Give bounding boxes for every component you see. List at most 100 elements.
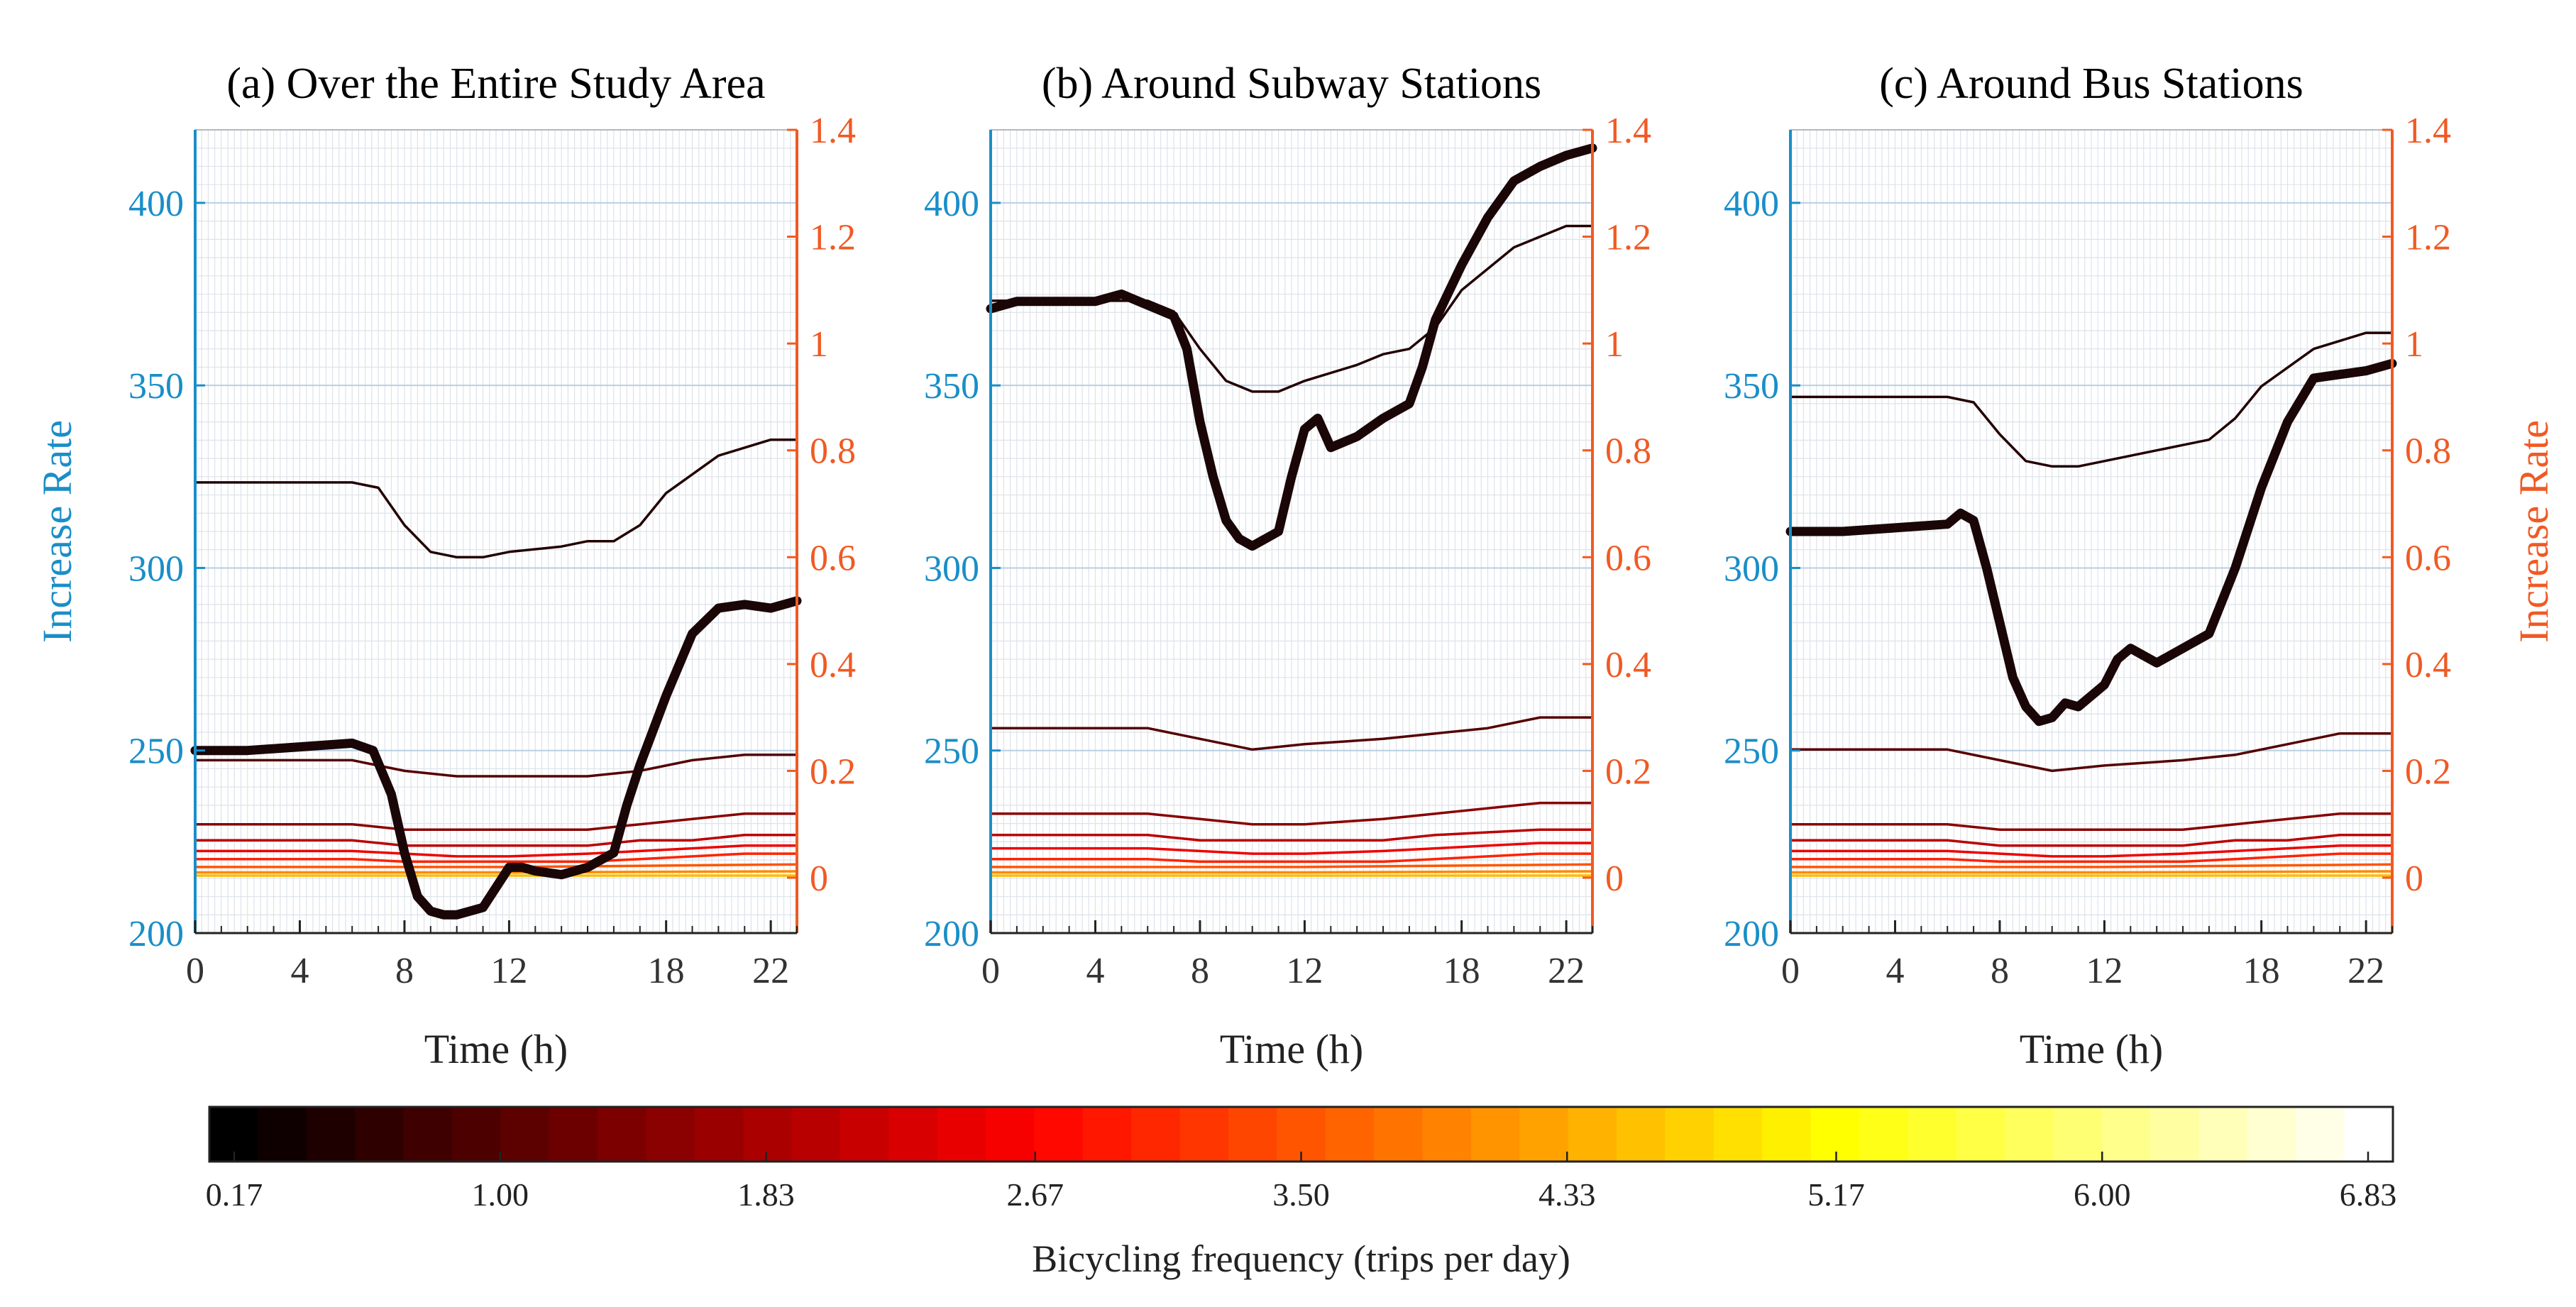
right-tick-label: 1.2 xyxy=(1605,218,1651,258)
colorbar-swatch xyxy=(1374,1107,1424,1162)
left-tick-label: 200 xyxy=(1724,914,1779,954)
right-tick-label: 0 xyxy=(1605,859,1624,899)
left-tick-label: 300 xyxy=(1724,548,1779,589)
panel-title: (c) Around Bus Stations xyxy=(1879,60,2303,108)
x-tick-label: 4 xyxy=(1086,951,1104,991)
series-line-frequency-band xyxy=(989,842,1594,855)
right-tick-label: 0.6 xyxy=(1605,538,1651,578)
series-line-frequency-band xyxy=(1789,331,2394,468)
right-tick-label: 0.4 xyxy=(1605,645,1651,685)
series-line-frequency-band xyxy=(1789,732,2394,773)
left-tick-label: 250 xyxy=(924,732,979,772)
series-line-frequency-band xyxy=(194,834,798,847)
x-axis-label: Time (h) xyxy=(1220,1026,1364,1072)
colorbar-tick-label: 6.83 xyxy=(2340,1176,2397,1213)
x-tick-label: 8 xyxy=(395,951,414,991)
colorbar-swatch xyxy=(1859,1107,1909,1162)
colorbar-swatch xyxy=(2296,1107,2345,1162)
colorbar-tick-label: 0.17 xyxy=(206,1176,263,1213)
colorbar-tick-label: 2.67 xyxy=(1007,1176,1064,1213)
colorbar-swatch xyxy=(549,1107,598,1162)
right-tick-label: 0.8 xyxy=(1605,431,1651,472)
x-tick-label: 22 xyxy=(752,951,789,991)
colorbar-swatch xyxy=(2053,1107,2103,1162)
x-tick-label: 8 xyxy=(1991,951,2009,991)
colorbar-swatch xyxy=(2198,1107,2248,1162)
left-tick-label: 250 xyxy=(128,732,184,772)
right-tick-label: 0.6 xyxy=(2405,538,2451,578)
x-tick-label: 0 xyxy=(186,951,204,991)
colorbar-tick-label: 6.00 xyxy=(2074,1176,2131,1213)
series-line-increase-rate xyxy=(190,596,802,920)
colorbar-swatch xyxy=(500,1107,550,1162)
x-tick-label: 4 xyxy=(290,951,309,991)
colorbar-swatch xyxy=(1034,1107,1084,1162)
right-tick-label: 1 xyxy=(810,324,828,365)
series-line-frequency-band xyxy=(989,863,1594,868)
colorbar-swatch xyxy=(1228,1107,1278,1162)
colorbar-swatch xyxy=(451,1107,502,1162)
colorbar-swatch xyxy=(1616,1107,1666,1162)
series-line-frequency-band xyxy=(989,852,1594,864)
colorbar-swatch xyxy=(306,1107,356,1162)
right-tick-label: 0.2 xyxy=(1605,751,1651,792)
x-tick-label: 8 xyxy=(1191,951,1209,991)
colorbar-label: Bicycling frequency (trips per day) xyxy=(1032,1237,1570,1280)
panel-title: (a) Over the Entire Study Area xyxy=(226,60,765,108)
x-tick-label: 22 xyxy=(2347,951,2384,991)
series-line-frequency-band xyxy=(989,801,1594,826)
colorbar-swatch xyxy=(1179,1107,1229,1162)
right-tick-label: 0 xyxy=(2405,859,2423,899)
series-line-frequency-band xyxy=(1789,863,2394,868)
colorbar-swatch xyxy=(694,1107,744,1162)
left-axis-label: Increase Rate xyxy=(34,420,80,643)
series-line-frequency-band xyxy=(989,828,1594,842)
right-tick-label: 0 xyxy=(810,859,828,899)
right-tick-label: 0.2 xyxy=(810,751,856,792)
left-tick-label: 350 xyxy=(1724,366,1779,407)
colorbar-swatch xyxy=(355,1107,404,1162)
series-line-increase-rate xyxy=(986,143,1597,551)
colorbar-tick-label: 1.00 xyxy=(471,1176,529,1213)
right-tick-label: 0.4 xyxy=(2405,645,2451,685)
series-line-frequency-band xyxy=(1789,844,2394,858)
colorbar-swatch xyxy=(403,1107,453,1162)
right-tick-label: 0.2 xyxy=(2405,751,2451,792)
x-tick-label: 4 xyxy=(1886,951,1904,991)
series-line-frequency-band xyxy=(194,812,798,831)
x-tick-label: 0 xyxy=(981,951,1000,991)
panel-b: 200 250 300 350 400 0 0.2 0.4 0.6 0.8 1 1.2 1.4 0 4 8 12… xyxy=(924,60,1651,1072)
colorbar-swatch xyxy=(598,1107,647,1162)
colorbar-swatch xyxy=(646,1107,695,1162)
left-tick-label: 200 xyxy=(924,914,979,954)
colorbar-swatch xyxy=(2101,1107,2151,1162)
left-tick-label: 200 xyxy=(128,914,184,954)
colorbar-swatch xyxy=(791,1107,841,1162)
colorbar-swatch xyxy=(1131,1107,1181,1162)
x-tick-label: 12 xyxy=(2086,951,2123,991)
left-tick-label: 350 xyxy=(924,366,979,407)
left-tick-label: 300 xyxy=(924,548,979,589)
left-tick-label: 400 xyxy=(924,184,979,224)
colorbar-swatch xyxy=(1713,1107,1763,1162)
colorbar-swatch xyxy=(888,1107,938,1162)
left-tick-label: 300 xyxy=(128,548,184,589)
grid xyxy=(1790,130,2393,933)
x-tick-label: 0 xyxy=(1781,951,1800,991)
colorbar-swatch xyxy=(2247,1107,2297,1162)
colorbar-swatch xyxy=(1422,1107,1472,1162)
colorbar-swatch xyxy=(1762,1107,1812,1162)
series-line-frequency-band xyxy=(1789,870,2394,874)
right-axis-label: Increase Rate xyxy=(2511,420,2557,643)
right-tick-label: 0.8 xyxy=(810,431,856,472)
right-tick-label: 0.4 xyxy=(810,645,856,685)
colorbar-swatch xyxy=(1908,1107,1957,1162)
colorbar-swatch xyxy=(2150,1107,2200,1162)
x-tick-label: 18 xyxy=(648,951,685,991)
series-line-increase-rate xyxy=(1785,358,2397,727)
series-line-frequency-band xyxy=(194,870,798,874)
grid xyxy=(194,130,798,933)
panel-title: (b) Around Subway Stations xyxy=(1042,60,1541,108)
x-tick-label: 12 xyxy=(490,951,527,991)
